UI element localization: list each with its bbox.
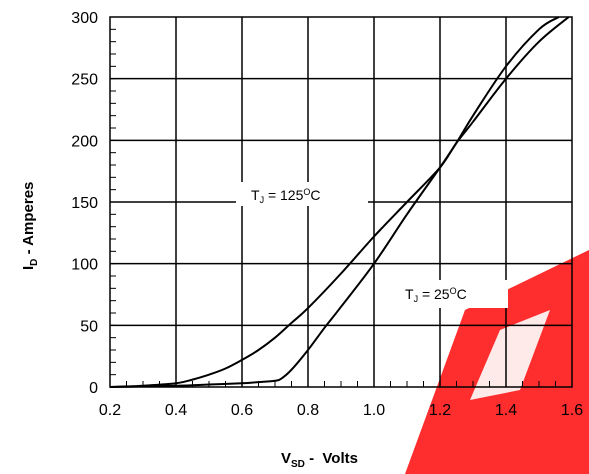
y-axis-label: ID - Amperes xyxy=(20,182,40,270)
x-axis-label-sub: SD xyxy=(291,459,305,470)
annotation-25-t: T xyxy=(405,286,414,302)
minor-ticks xyxy=(109,16,573,388)
annotation-25-tail: C xyxy=(457,286,467,302)
y-tick-label: 250 xyxy=(71,72,98,89)
x-tick-label: 0.2 xyxy=(99,402,121,419)
annotation-125-tail: C xyxy=(310,187,320,203)
y-tick-label: 0 xyxy=(89,380,98,397)
y-tick-label: 150 xyxy=(71,195,98,212)
x-tick-label: 1.4 xyxy=(495,402,517,419)
y-tick-label: 300 xyxy=(71,10,98,27)
annotation-125-rest: = 125 xyxy=(264,187,304,203)
annotation-125-bg xyxy=(236,182,368,206)
x-tick-label: 0.4 xyxy=(165,402,187,419)
x-axis-label: VSD - Volts xyxy=(281,450,358,470)
annotation-125-sub: J xyxy=(260,195,265,205)
y-axis-label-rest: - Amperes xyxy=(20,182,37,259)
y-tick-label: 50 xyxy=(80,318,98,335)
y-axis-label-main: I xyxy=(20,266,37,270)
watermark xyxy=(405,250,589,474)
x-tick-label: 1.0 xyxy=(363,402,385,419)
x-tick-label: 0.6 xyxy=(231,402,253,419)
annotation-125: TJ = 125OC xyxy=(236,182,368,206)
y-axis-label-sub: D xyxy=(29,259,40,266)
grid xyxy=(110,17,572,387)
x-tick-labels: 0.2 0.4 0.6 0.8 1.0 1.2 1.4 1.6 xyxy=(99,402,583,419)
annotation-25: TJ = 25OC xyxy=(396,280,508,308)
series-line-0 xyxy=(109,16,570,388)
x-tick-label: 0.8 xyxy=(297,402,319,419)
annotation-125-t: T xyxy=(251,187,260,203)
y-tick-label: 200 xyxy=(71,133,98,150)
annotation-25-sup: O xyxy=(450,286,457,296)
x-axis-label-main: V xyxy=(281,450,291,467)
annotation-25-label: TJ = 25OC xyxy=(405,286,467,304)
x-tick-label: 1.2 xyxy=(429,402,451,419)
annotation-25-bg xyxy=(396,280,508,308)
y-tick-labels: 0 50 100 150 200 250 300 xyxy=(71,10,98,397)
annotation-25-rest: = 25 xyxy=(418,286,450,302)
annotation-25-sub: J xyxy=(414,294,419,304)
annotation-125-label: TJ = 125OC xyxy=(251,187,321,205)
x-axis-label-rest: - Volts xyxy=(305,450,358,467)
y-tick-label: 100 xyxy=(71,257,98,274)
watermark-logo-cut xyxy=(470,310,550,400)
x-tick-label: 1.6 xyxy=(561,402,583,419)
annotation-125-sup: O xyxy=(303,187,310,197)
